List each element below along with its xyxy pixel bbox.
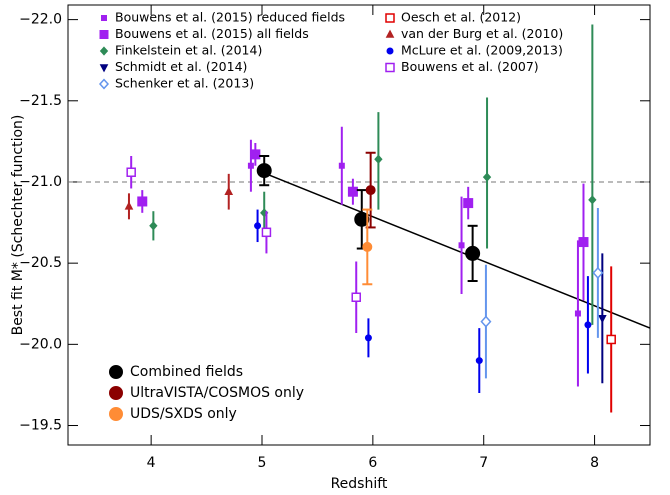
marker [126, 167, 136, 177]
fit-line [261, 171, 651, 329]
marker [458, 242, 465, 249]
legend-marker [109, 386, 123, 400]
legend-label: McLure et al. (2009,2013) [401, 43, 563, 58]
x-tick-label: 5 [258, 455, 267, 471]
marker [250, 149, 261, 160]
legend-marker [99, 30, 109, 39]
legend-label: Bouwens et al. (2007) [401, 59, 539, 74]
x-tick-label: 4 [147, 455, 156, 471]
marker [574, 310, 581, 317]
marker [338, 162, 345, 169]
x-tick-label: 8 [590, 455, 599, 471]
legend-label: Finkelstein et al. (2014) [115, 43, 262, 58]
legend-marker [109, 407, 123, 421]
marker [347, 186, 358, 197]
marker [482, 172, 492, 182]
marker [124, 201, 134, 210]
legend-label: Schenker et al. (2013) [115, 76, 254, 91]
legend-marker [385, 29, 395, 38]
marker [256, 163, 272, 179]
legend-label: Schmidt et al. (2014) [115, 59, 247, 74]
marker [254, 222, 262, 230]
y-tick-label: −21.0 [19, 174, 62, 190]
legend-label: UltraVISTA/COSMOS only [130, 385, 304, 401]
y-tick-label: −21.5 [19, 93, 62, 109]
legend-label: Bouwens et al. (2015) reduced fields [115, 10, 345, 25]
marker [354, 211, 370, 227]
legend-label: UDS/SXDS only [130, 406, 237, 422]
legend-label: Oesch et al. (2012) [401, 10, 521, 25]
marker [364, 334, 372, 342]
legend-marker [99, 46, 109, 56]
marker [578, 237, 589, 248]
legend-label: Bouwens et al. (2015) all fields [115, 26, 309, 41]
legend-label: Combined fields [130, 364, 243, 380]
marker [374, 154, 383, 164]
marker [365, 185, 376, 196]
marker [247, 162, 254, 169]
marker [588, 195, 597, 205]
y-tick-label: −22.0 [19, 12, 62, 28]
marker [598, 315, 607, 324]
legend-label: van der Burg et al. (2010) [401, 26, 563, 41]
marker [463, 198, 474, 209]
x-axis-label: Redshift [331, 476, 388, 492]
marker [584, 321, 592, 329]
legend-marker [385, 62, 395, 73]
legend-marker [98, 78, 110, 90]
marker [351, 292, 361, 303]
y-tick-label: −20.5 [19, 255, 62, 271]
marker [465, 245, 481, 261]
marker [137, 196, 148, 207]
marker [606, 334, 616, 345]
marker [261, 227, 272, 238]
plot-frame [67, 4, 651, 446]
y-tick-label: −19.5 [19, 418, 62, 434]
legend-marker [99, 64, 109, 73]
marker [475, 357, 483, 365]
legend-marker [385, 13, 395, 23]
x-tick-label: 7 [479, 455, 488, 471]
legend-marker [101, 15, 107, 21]
marker [149, 221, 158, 231]
y-tick-label: −20.0 [19, 336, 62, 352]
marker [362, 241, 373, 252]
x-tick-label: 6 [368, 455, 377, 471]
marker [480, 315, 492, 328]
legend-marker [386, 47, 394, 55]
marker [592, 266, 604, 279]
marker [224, 186, 234, 196]
legend-marker [109, 365, 123, 379]
y-axis-label: Best fit M* (Schechter function) [10, 115, 26, 336]
